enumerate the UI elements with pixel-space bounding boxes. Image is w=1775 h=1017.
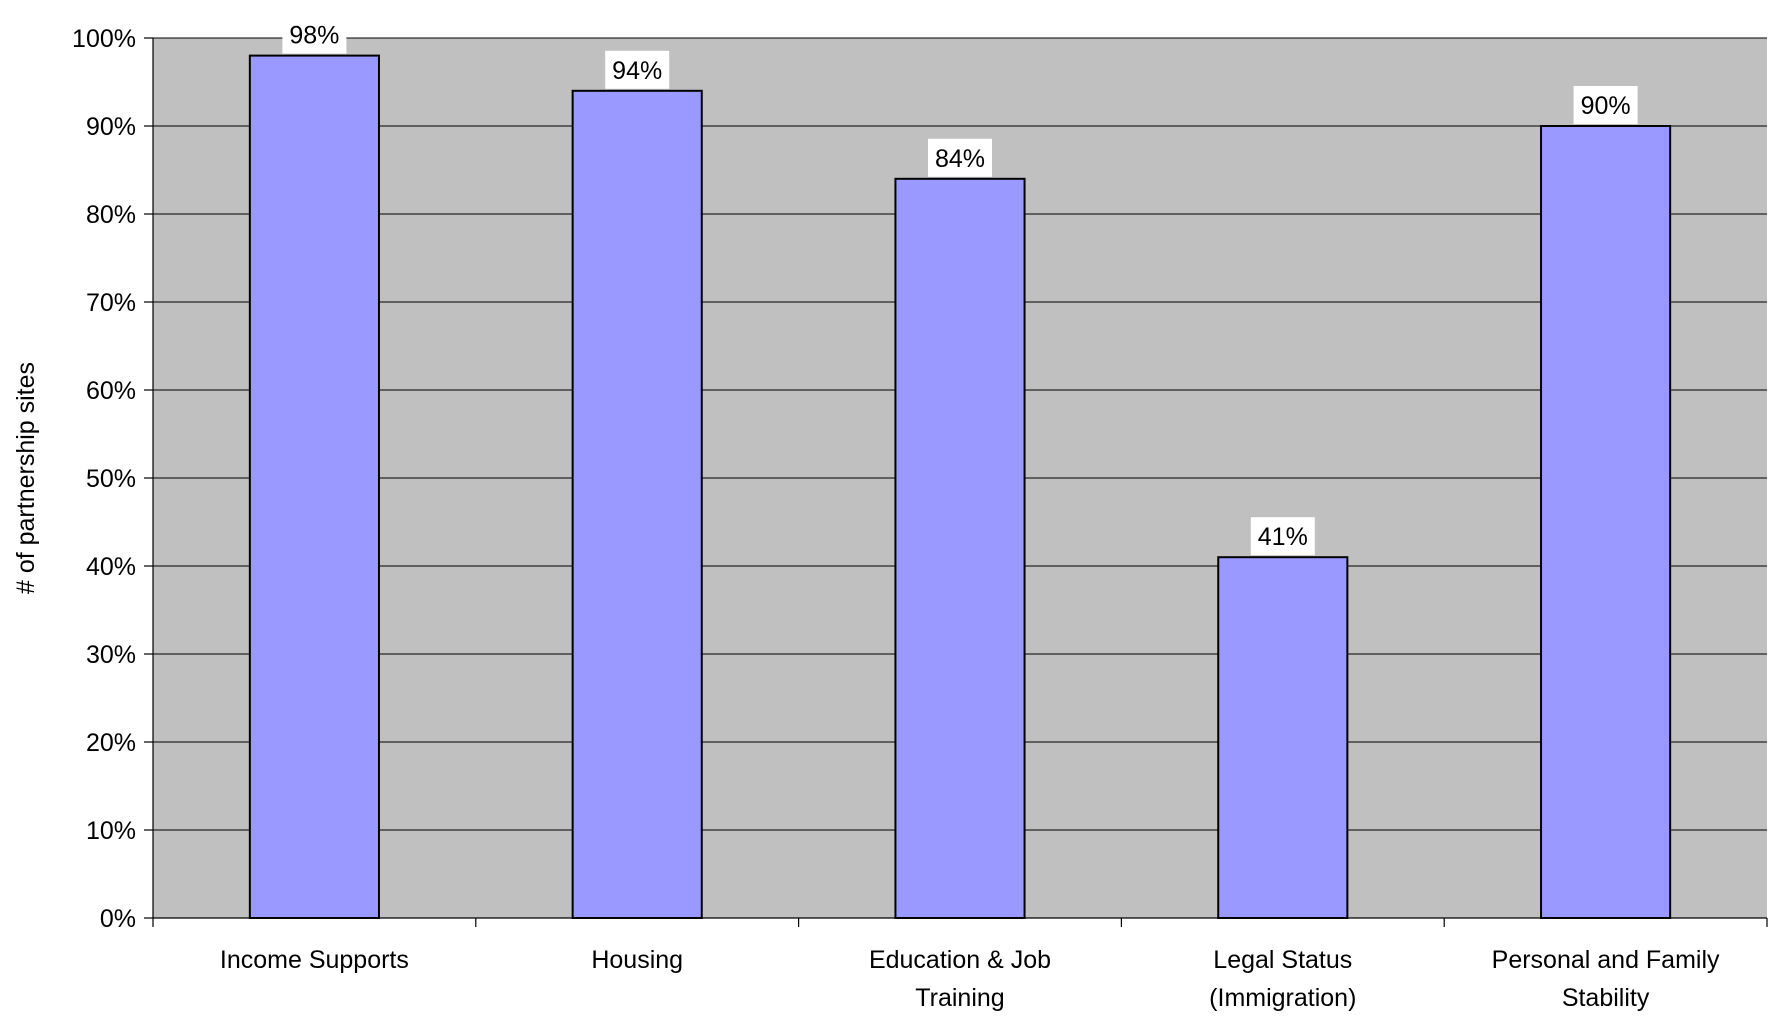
x-tick-label: Income Supports xyxy=(220,946,409,974)
data-label-box xyxy=(928,138,992,177)
axes xyxy=(144,37,1768,927)
x-tick-labels: Income Supports Housing Education & Job Tra… xyxy=(220,946,1720,1012)
data-label-box xyxy=(605,50,670,89)
data-label: 98% xyxy=(289,22,339,50)
x-tick-label: Legal Status xyxy=(1213,946,1352,974)
y-tick-label: 90% xyxy=(86,113,136,141)
x-tick-label: (Immigration) xyxy=(1209,984,1356,1012)
y-tick-label: 50% xyxy=(86,465,136,493)
y-tick-label: 0% xyxy=(100,905,136,933)
bar xyxy=(894,177,1026,920)
data-label-box xyxy=(1250,517,1315,556)
x-tick-label: Stability xyxy=(1562,984,1650,1012)
y-tick-label: 10% xyxy=(86,817,136,845)
bar xyxy=(571,89,703,920)
y-tick-label: 40% xyxy=(86,553,136,581)
bars xyxy=(248,54,1672,920)
data-label: 90% xyxy=(1581,92,1631,120)
x-tick-label: Personal and Family xyxy=(1492,946,1720,974)
data-label: 84% xyxy=(935,145,985,173)
y-tick-label: 20% xyxy=(86,729,136,757)
y-tick-label: 80% xyxy=(86,201,136,229)
y-tick-labels: 0% 10% 20% 30% 40% 50% 60% 70% 80% 90% 100% xyxy=(72,25,136,933)
x-tick-label: Education & Job xyxy=(869,946,1051,974)
bar xyxy=(1217,556,1349,919)
y-tick-label: 30% xyxy=(86,641,136,669)
y-axis-title: # of partnership sites xyxy=(12,362,40,594)
bar xyxy=(248,54,380,920)
y-tick-label: 70% xyxy=(86,289,136,317)
data-label: 41% xyxy=(1258,523,1308,551)
data-label: 94% xyxy=(612,57,662,85)
data-labels: 98% 94% 84% 41% 90% xyxy=(282,15,1638,556)
y-tick-label: 100% xyxy=(72,25,136,53)
bar xyxy=(1540,125,1672,919)
data-label-box xyxy=(1573,86,1638,124)
data-label-box xyxy=(282,15,347,54)
y-tick-label: 60% xyxy=(86,377,136,405)
x-tick-label: Housing xyxy=(591,946,683,974)
x-tick-label: Training xyxy=(915,984,1004,1012)
